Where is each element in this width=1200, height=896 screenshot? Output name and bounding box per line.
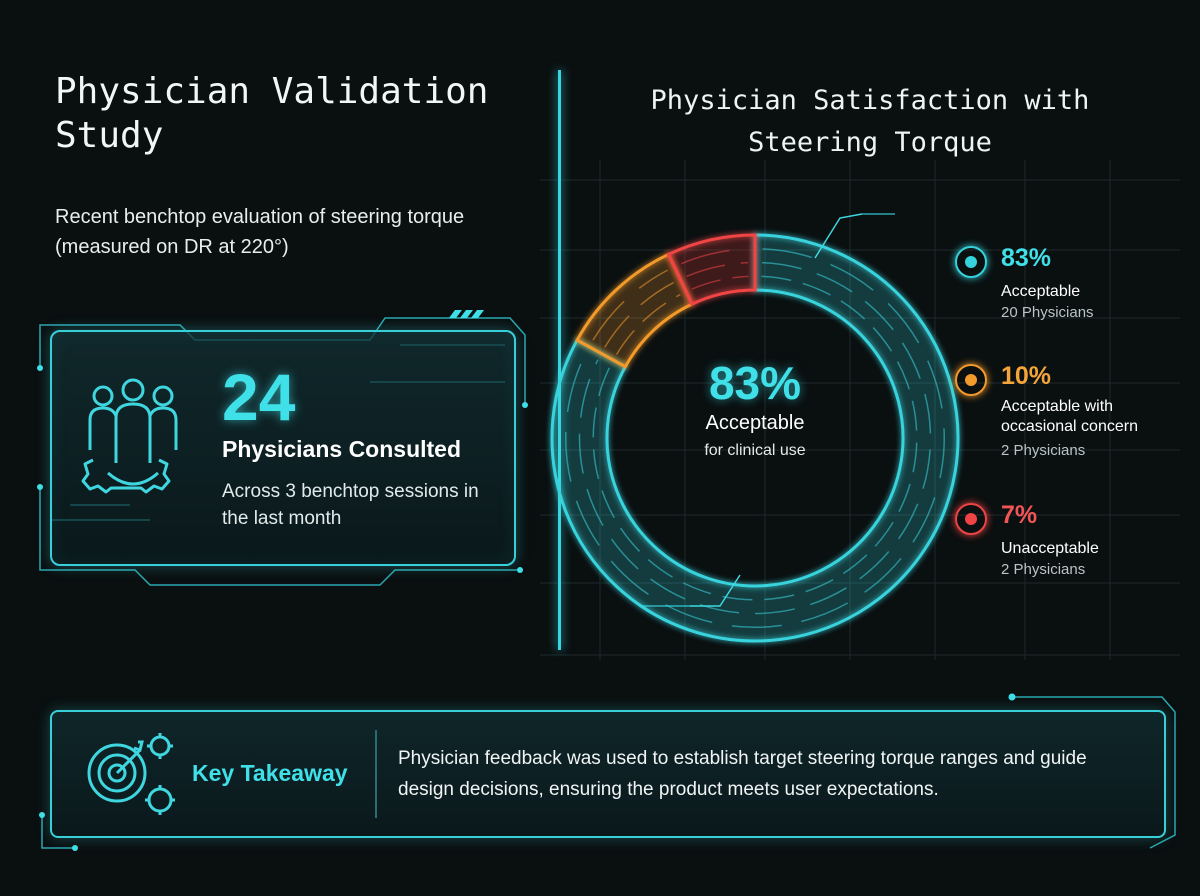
legend-pct-unacceptable: 7% [1001,501,1038,529]
people-gear-icon [81,378,178,494]
donut-center-sublabel: for clinical use [704,442,806,459]
legend-item-acceptable: 83% Acceptable 20 Physicians [955,244,1155,324]
target-gear-icon [87,733,175,815]
legend-label-acceptable: Acceptable [1001,283,1081,300]
key-takeaway-title: Key Takeaway [192,760,348,786]
physicians-description: Across 3 benchtop sessions in the last m… [222,481,479,529]
section-divider [558,70,561,650]
legend-item-concern: 10% Acceptable with occasional concern 2… [955,362,1155,462]
physicians-label: Physicians Consulted [222,436,462,462]
legend-item-unacceptable: 7% Unacceptable 2 Physicians [955,501,1155,581]
legend-pct-acceptable: 83% [1001,244,1052,272]
page-subtitle: Recent benchtop evaluation of steering t… [55,206,465,258]
takeaway-separator [375,730,377,818]
legend-dot-unacceptable [955,503,987,535]
donut-center-label: Acceptable [705,412,805,434]
chart-title: Physician Satisfaction with Steering Tor… [650,85,1090,158]
legend-count-concern: 2 Physicians [1001,442,1086,459]
page-title: Physician Validation Study [55,71,489,156]
legend-label-concern: Acceptable with occasional concern [1001,398,1138,435]
legend-count-unacceptable: 2 Physicians [1001,561,1086,578]
legend-label-unacceptable: Unacceptable [1001,540,1099,557]
legend-dot-acceptable [955,246,987,278]
legend-count-acceptable: 20 Physicians [1001,304,1094,321]
legend-dot-concern [955,364,987,396]
physicians-count: 24 [222,360,296,434]
donut-center-value: 83% [708,357,802,409]
key-takeaway-panel [50,710,1166,838]
legend-pct-concern: 10% [1001,362,1052,390]
physicians-stat-card [50,330,516,566]
key-takeaway-text: Physician feedback was used to establish… [398,748,1087,800]
